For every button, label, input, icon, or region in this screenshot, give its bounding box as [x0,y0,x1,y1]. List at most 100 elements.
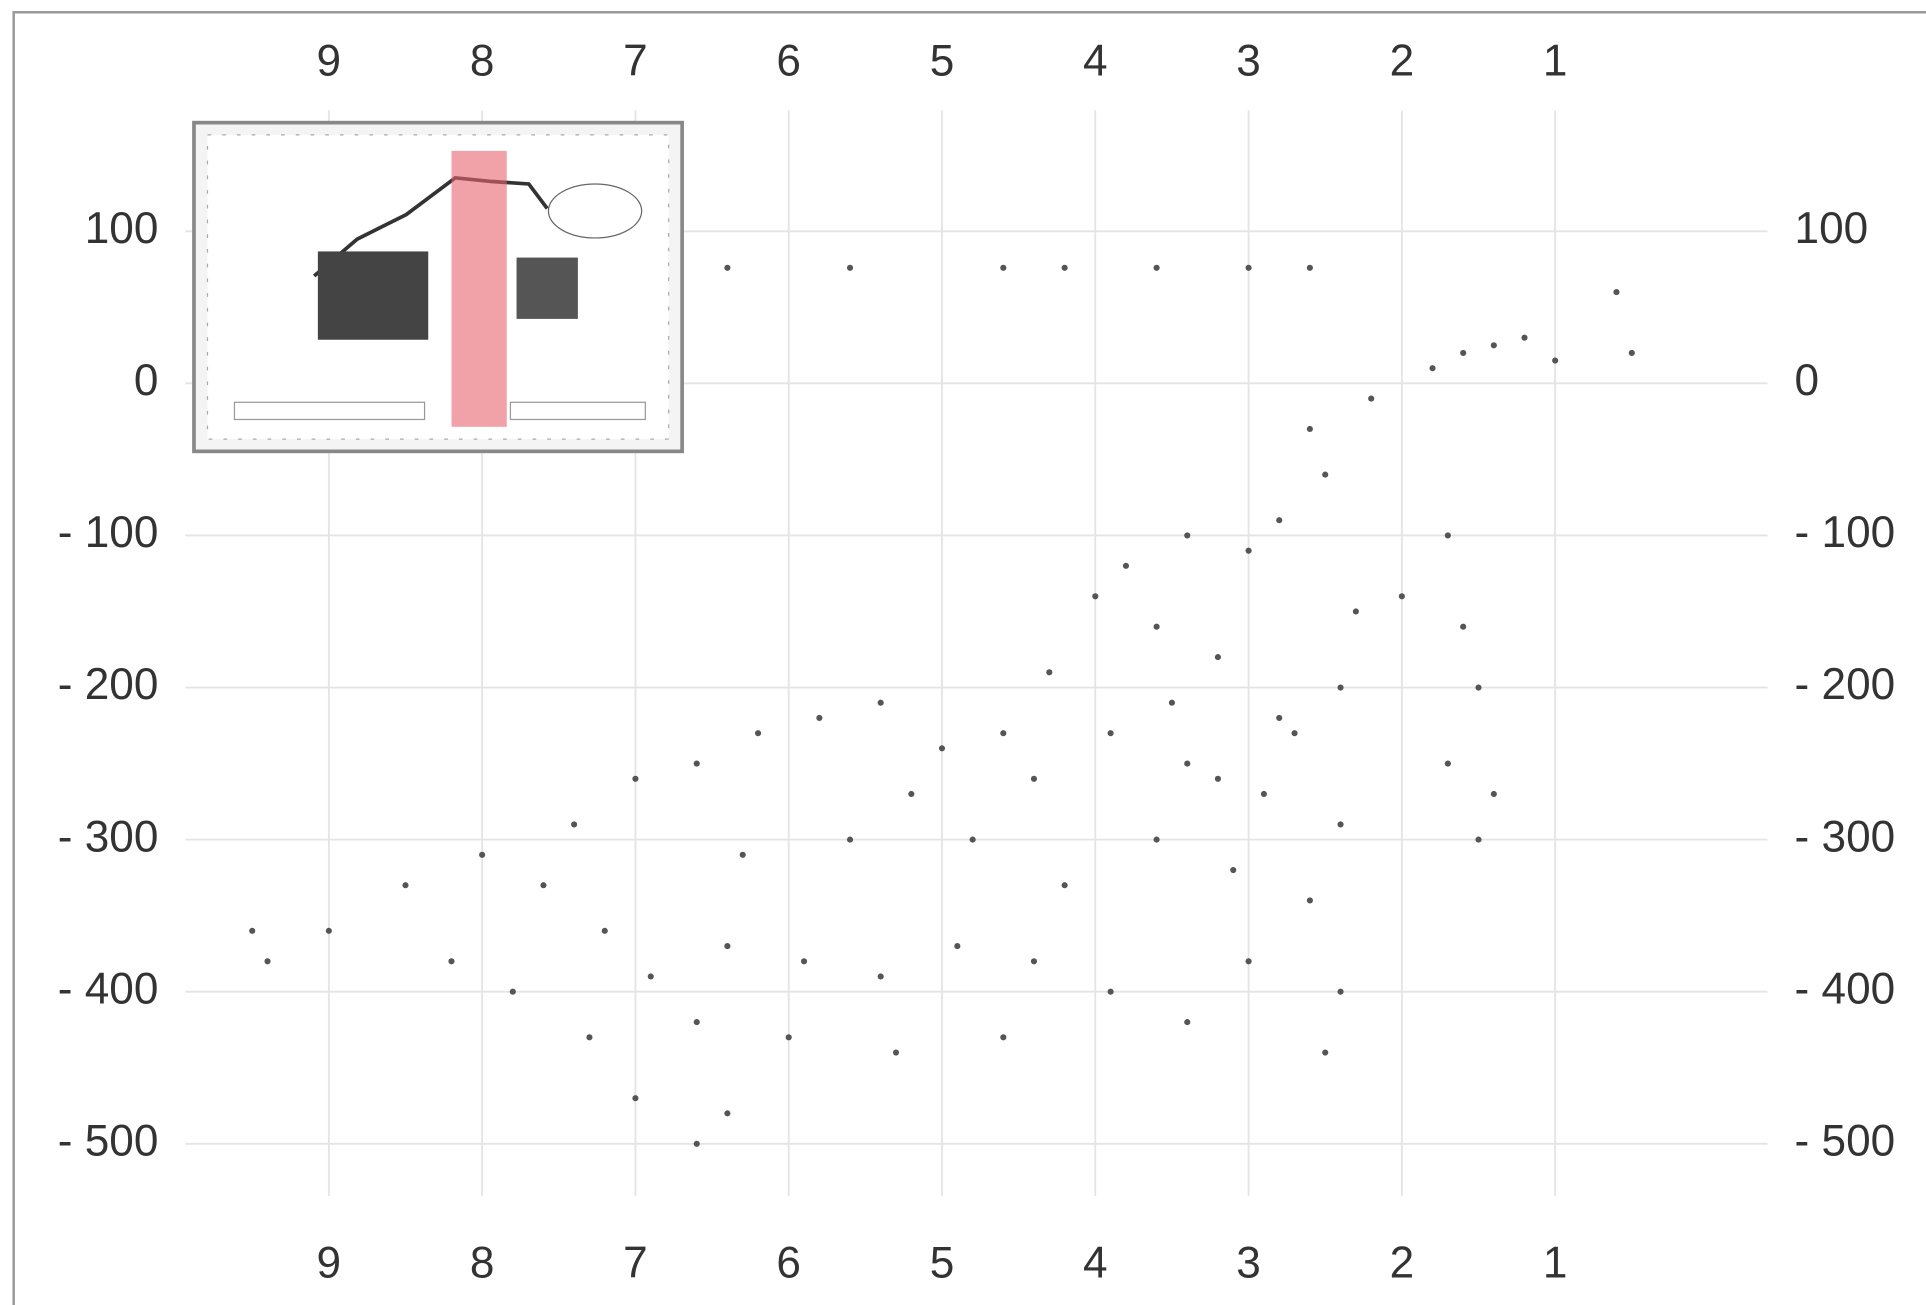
point [754,730,762,737]
point [1107,988,1114,995]
point [1398,593,1405,600]
point [264,958,271,965]
y-tick-label-left: - 100 [58,508,159,557]
point [1153,623,1160,630]
point [1122,562,1130,569]
x-tick-label-top: 1 [1543,36,1568,85]
point [724,1110,731,1117]
point [1337,684,1344,691]
point [1306,897,1313,904]
x-tick-label-bottom: 1 [1543,1238,1568,1287]
point [402,882,409,889]
point [1046,669,1053,676]
x-tick-label-bottom: 2 [1390,1238,1415,1287]
point [1368,395,1375,402]
point [1276,714,1283,722]
x-tick-label-top: 9 [317,36,342,85]
y-tick-label-right: - 500 [1795,1116,1896,1165]
point [1061,882,1068,889]
point [1322,471,1329,478]
point [846,264,854,271]
point [1352,608,1359,615]
x-tick-label-top: 5 [930,36,955,85]
point [632,775,639,782]
point [938,745,946,752]
y-tick-label-right: - 300 [1795,812,1896,861]
x-tick-label-top: 7 [623,36,648,85]
x-tick-label-bottom: 7 [623,1238,648,1287]
y-tick-label-left: - 200 [58,660,159,709]
point [1444,532,1451,539]
point [693,1140,700,1147]
inset-block [516,257,578,319]
y-tick-label-left: 100 [85,204,159,253]
point [1444,760,1451,767]
point [1475,684,1482,691]
y-tick-label-left: - 400 [58,964,159,1013]
inset-block [317,251,429,340]
point [1245,958,1252,965]
point [1628,349,1635,357]
point [1613,289,1620,296]
point [571,821,578,828]
point [1184,760,1191,767]
point [954,943,961,950]
point [1000,264,1007,271]
x-tick-label-bottom: 8 [470,1238,495,1287]
point [1475,836,1482,843]
point [1168,699,1175,706]
point [1337,821,1344,828]
point [1552,357,1559,364]
point [647,973,654,980]
x-tick-label-bottom: 5 [930,1238,955,1287]
point [1521,334,1528,341]
point [632,1095,639,1102]
point [693,760,700,767]
point [1291,730,1298,737]
point [448,958,455,965]
inset-highlight [451,150,507,427]
point [1214,654,1221,661]
x-tick-label-top: 8 [470,36,495,85]
point [1429,365,1436,372]
x-tick-label-top: 6 [776,36,801,85]
point [249,927,256,934]
point [1230,866,1237,874]
point [1030,958,1038,965]
y-tick-label-right: - 100 [1795,508,1896,557]
point [1460,623,1467,630]
point [877,973,884,980]
point [892,1049,900,1056]
point [1260,790,1267,798]
point [1184,532,1191,539]
point [785,1034,792,1041]
point [1184,1019,1191,1026]
point [877,699,884,706]
x-tick-label-top: 4 [1083,36,1108,85]
x-tick-label-top: 2 [1390,36,1415,85]
point [1306,425,1313,433]
inset-box [233,401,426,421]
point [1337,988,1344,995]
point [601,927,608,934]
point [1153,264,1160,271]
points [249,264,1635,1147]
y-tick-label-left: - 500 [58,1116,159,1165]
inset-border [206,134,670,440]
point [739,851,746,858]
y-tick-label-right: 100 [1795,204,1869,253]
y-tick-label-right: - 400 [1795,964,1896,1013]
point [540,882,547,889]
point [1245,264,1252,271]
point [1107,730,1114,737]
point [479,851,486,858]
point [1460,349,1467,357]
x-tick-label-bottom: 9 [317,1238,342,1287]
x-tick-label-bottom: 3 [1236,1238,1261,1287]
inset-box [509,401,646,421]
point [586,1034,593,1041]
point [1061,264,1068,271]
point [908,790,915,798]
